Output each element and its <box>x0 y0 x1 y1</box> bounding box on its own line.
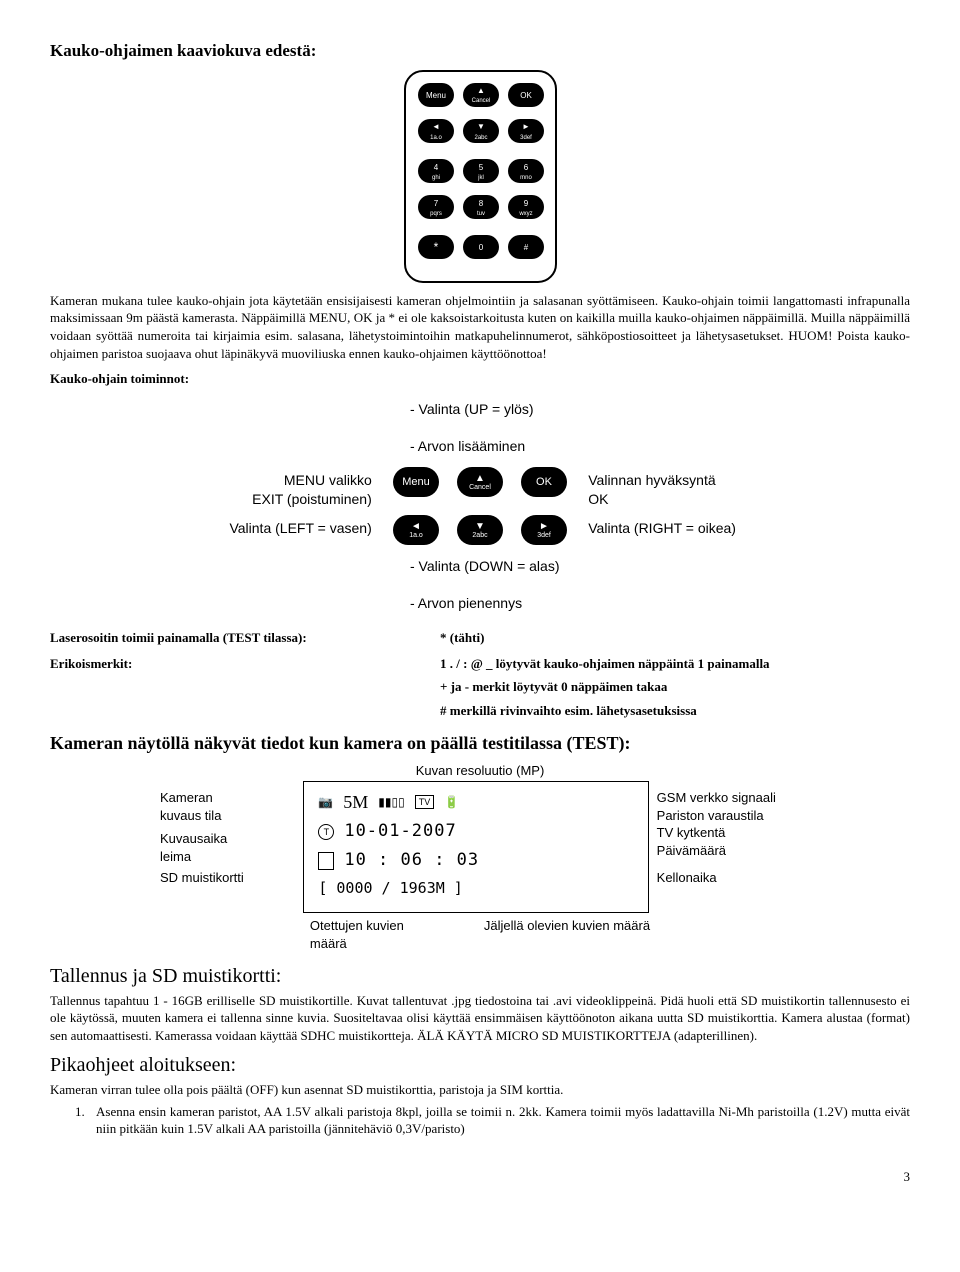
scr-br: Jäljellä olevien kuvien määrä <box>484 917 650 952</box>
special-label: Erikoismerkit: <box>50 655 440 673</box>
fn-left: Valinta (LEFT = vasen) <box>160 509 384 551</box>
battery-icon: 🔋 <box>444 794 459 810</box>
laser-row: Laserosoitin toimii painamalla (TEST til… <box>50 629 910 647</box>
svg-text:5: 5 <box>478 163 483 172</box>
svg-text:*: * <box>433 240 438 254</box>
storage-paragraph: Tallennus tapahtuu 1 - 16GB erilliselle … <box>50 992 910 1045</box>
svg-text:3def: 3def <box>520 135 532 141</box>
svg-text:0: 0 <box>478 243 483 252</box>
scr-r4: Päivämäärä <box>657 842 800 860</box>
fn-ok-1: Valinnan hyväksyntä <box>588 471 800 490</box>
intro-paragraph: Kameran mukana tulee kauko-ohjain jota k… <box>50 292 910 362</box>
tv-icon: TV <box>415 795 435 809</box>
fn-up-2: - Arvon lisääminen <box>410 437 525 456</box>
scr-bl2: määrä <box>310 935 404 953</box>
fn-ok-2: OK <box>588 490 800 509</box>
remote-functions-diagram: - Valinta (UP = ylös) - Arvon lisääminen… <box>160 394 800 619</box>
svg-text:▼: ▼ <box>477 122 485 131</box>
scr-l3: Kuvausaika <box>160 830 303 848</box>
svg-text:jkl: jkl <box>477 175 484 181</box>
btn-2-icon: ▼2abc <box>457 515 503 545</box>
laser-value: * (tähti) <box>440 629 910 647</box>
svg-text:2abc: 2abc <box>474 135 487 141</box>
scr-l2: kuvaus tila <box>160 807 303 825</box>
btn-cancel-icon: ▲Cancel <box>457 467 503 497</box>
quickstart-heading: Pikaohjeet aloitukseen: <box>50 1052 910 1079</box>
scr-l4: leima <box>160 848 303 866</box>
storage-heading: Tallennus ja SD muistikortti: <box>50 963 910 990</box>
fn-menu-2: EXIT (poistuminen) <box>160 490 372 509</box>
btn-3-icon: ►3def <box>521 515 567 545</box>
sd-icon <box>318 852 334 870</box>
laser-label: Laserosoitin toimii painamalla (TEST til… <box>50 629 440 647</box>
special-value: 1 . / : @ _ löytyvät kauko-ohjaimen näpp… <box>440 655 910 673</box>
special-row: Erikoismerkit: 1 . / : @ _ löytyvät kauk… <box>50 655 910 673</box>
panel-count: [ 0000 / 1963M ] <box>318 878 633 898</box>
screen-panel: 📷 5M ▮▮▯▯ TV 🔋 T 10-01-2007 10 : 06 : 03… <box>303 781 648 913</box>
btn-ok-icon: OK <box>521 467 567 497</box>
svg-text:►: ► <box>522 122 530 131</box>
signal-icon: ▮▮▯▯ <box>378 794 404 810</box>
svg-text:▲: ▲ <box>477 86 485 95</box>
btn-menu-icon: Menu <box>393 467 439 497</box>
svg-text:4: 4 <box>433 163 438 172</box>
svg-text:Menu: Menu <box>425 91 445 100</box>
functions-label: Kauko-ohjain toiminnot: <box>50 370 910 388</box>
hash-note: # merkillä rivinvaihto esim. lähetysaset… <box>440 702 910 720</box>
scr-r3: TV kytkentä <box>657 824 800 842</box>
fn-up-1: - Valinta (UP = ylös) <box>410 400 534 419</box>
step-1: Asenna ensin kameran paristot, AA 1.5V a… <box>88 1103 910 1138</box>
scr-r2: Pariston varaustila <box>657 807 800 825</box>
fn-down-1: - Valinta (DOWN = alas) <box>410 557 560 576</box>
screen-info-diagram: Kuvan resoluutio (MP) Kameran kuvaus til… <box>160 762 800 953</box>
mp-icon: 5M <box>343 790 368 814</box>
scr-l5: SD muistikortti <box>160 869 303 887</box>
svg-text:Cancel: Cancel <box>471 98 490 104</box>
btn-1-icon: ◄1a.o <box>393 515 439 545</box>
screen-heading: Kameran näytöllä näkyvät tiedot kun kame… <box>50 731 910 755</box>
scr-top: Kuvan resoluutio (MP) <box>416 763 545 778</box>
svg-text:ghi: ghi <box>431 175 439 181</box>
camera-icon: 📷 <box>318 794 333 810</box>
svg-text:9: 9 <box>523 199 528 208</box>
panel-date: 10-01-2007 <box>344 820 456 843</box>
svg-text:8: 8 <box>478 199 483 208</box>
scr-l1: Kameran <box>160 789 303 807</box>
scr-r1: GSM verkko signaali <box>657 789 800 807</box>
remote-figure: Menu ▲ Cancel OK ◄ 1a.o ▼ 2abc ► 3def 4 ghi 5… <box>403 69 558 284</box>
scr-r5: Kellonaika <box>657 869 800 887</box>
fn-right: Valinta (RIGHT = oikea) <box>576 509 800 551</box>
svg-text:tuv: tuv <box>476 211 484 217</box>
svg-text:wxyz: wxyz <box>518 211 532 217</box>
svg-text:1a.o: 1a.o <box>430 135 442 141</box>
svg-text:◄: ◄ <box>432 122 440 131</box>
plusminus-note: + ja - merkit löytyvät 0 näppäimen takaa <box>440 678 910 696</box>
quickstart-steps: Asenna ensin kameran paristot, AA 1.5V a… <box>50 1103 910 1138</box>
svg-text:OK: OK <box>520 91 532 100</box>
page-number: 3 <box>50 1168 910 1186</box>
heading-remote-diagram: Kauko-ohjaimen kaaviokuva edestä: <box>50 40 910 63</box>
panel-time: 10 : 06 : 03 <box>344 849 479 872</box>
svg-text:#: # <box>523 243 528 252</box>
svg-text:6: 6 <box>523 163 528 172</box>
quickstart-intro: Kameran virran tulee olla pois päältä (O… <box>50 1081 910 1099</box>
fn-menu-1: MENU valikko <box>160 471 372 490</box>
svg-text:7: 7 <box>433 199 438 208</box>
svg-text:mno: mno <box>520 175 532 181</box>
timer-icon: T <box>318 824 334 840</box>
fn-down-2: - Arvon pienennys <box>410 594 522 613</box>
svg-text:pqrs: pqrs <box>430 211 442 217</box>
scr-bl1: Otettujen kuvien <box>310 917 404 935</box>
